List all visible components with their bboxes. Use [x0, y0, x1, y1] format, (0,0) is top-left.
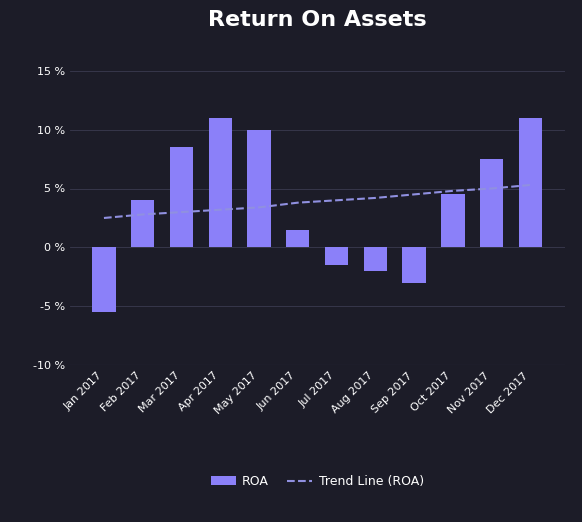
Bar [286, 230, 310, 247]
Bar [208, 118, 232, 247]
Bar [519, 118, 542, 247]
Bar [403, 247, 426, 283]
Bar [441, 194, 464, 247]
Bar [131, 200, 154, 247]
Legend: ROA, Trend Line (ROA): ROA, Trend Line (ROA) [205, 470, 429, 493]
Bar [325, 247, 348, 265]
Bar [93, 247, 116, 312]
Bar [247, 129, 271, 247]
Bar [364, 247, 387, 271]
Bar [480, 159, 503, 247]
Bar [170, 147, 193, 247]
Title: Return On Assets: Return On Assets [208, 10, 427, 30]
